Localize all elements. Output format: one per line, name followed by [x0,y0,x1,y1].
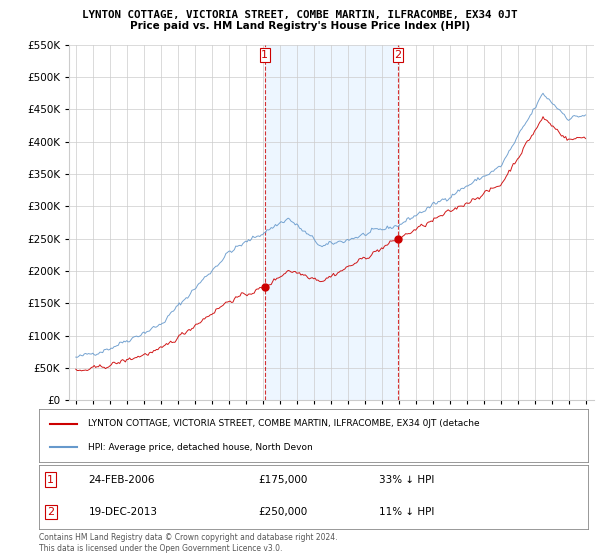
Text: 2: 2 [394,50,401,60]
Text: £175,000: £175,000 [259,475,308,484]
Text: 1: 1 [261,50,268,60]
Text: Contains HM Land Registry data © Crown copyright and database right 2024.
This d: Contains HM Land Registry data © Crown c… [39,533,337,553]
Text: 24-FEB-2006: 24-FEB-2006 [88,475,155,484]
Text: 19-DEC-2013: 19-DEC-2013 [88,507,157,517]
Text: HPI: Average price, detached house, North Devon: HPI: Average price, detached house, Nort… [88,442,313,451]
Text: LYNTON COTTAGE, VICTORIA STREET, COMBE MARTIN, ILFRACOMBE, EX34 0JT (detache: LYNTON COTTAGE, VICTORIA STREET, COMBE M… [88,419,480,428]
Bar [265,45,398,400]
Text: 11% ↓ HPI: 11% ↓ HPI [379,507,435,517]
Text: 1: 1 [47,475,54,484]
Text: LYNTON COTTAGE, VICTORIA STREET, COMBE MARTIN, ILFRACOMBE, EX34 0JT: LYNTON COTTAGE, VICTORIA STREET, COMBE M… [82,10,518,20]
Text: 33% ↓ HPI: 33% ↓ HPI [379,475,435,484]
Text: £250,000: £250,000 [259,507,308,517]
Text: 2: 2 [47,507,55,517]
Text: Price paid vs. HM Land Registry's House Price Index (HPI): Price paid vs. HM Land Registry's House … [130,21,470,31]
